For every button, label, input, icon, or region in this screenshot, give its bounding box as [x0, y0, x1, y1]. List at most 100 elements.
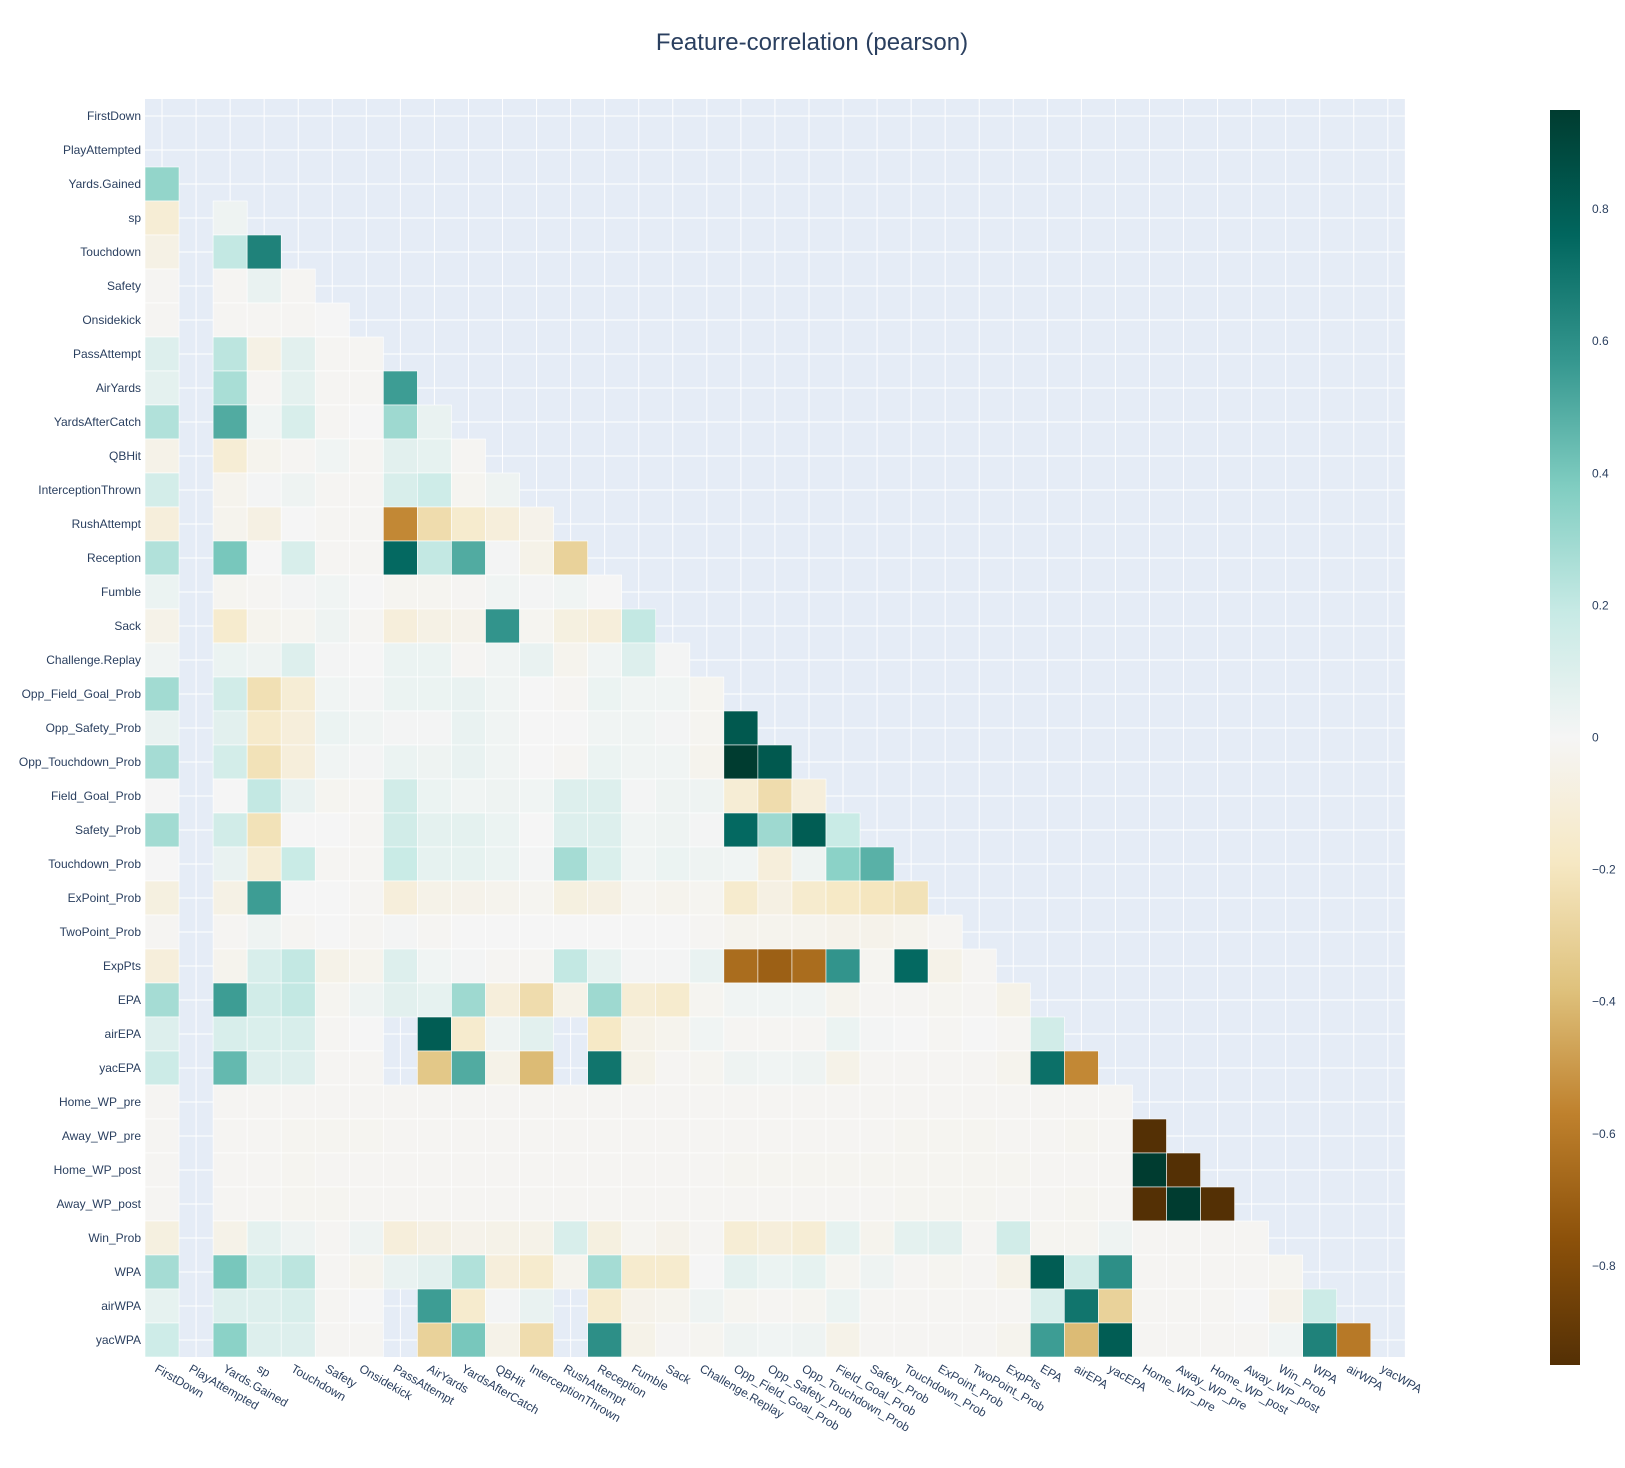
heatmap-cell — [314, 370, 350, 406]
heatmap-cell — [689, 744, 725, 780]
heatmap-cell — [144, 1186, 180, 1222]
heatmap-cell — [383, 982, 418, 1018]
x-tick-label: yacWPA — [1378, 1361, 1424, 1396]
heatmap-cell — [1064, 1118, 1099, 1154]
x-tick-label: sp — [255, 1361, 273, 1380]
heatmap-cell — [417, 1254, 452, 1290]
y-tick-label: Win_Prob — [88, 1231, 141, 1245]
heatmap-cell — [995, 1084, 1031, 1120]
heatmap-cell — [655, 778, 691, 814]
heatmap-cell — [723, 1322, 759, 1358]
heatmap-cell — [519, 744, 554, 780]
heatmap-cell — [383, 948, 418, 984]
heatmap-cell — [246, 710, 282, 746]
heatmap-cell — [995, 1050, 1031, 1086]
heatmap-cell — [280, 574, 316, 610]
heatmap-cell — [723, 948, 759, 984]
heatmap-cell — [417, 608, 452, 644]
heatmap-cell — [246, 472, 282, 508]
heatmap-cell — [621, 846, 657, 882]
heatmap-cell — [212, 608, 248, 644]
heatmap-cell — [519, 914, 554, 950]
heatmap-cell — [246, 948, 282, 984]
heatmap-cell — [689, 948, 725, 984]
heatmap-cell — [655, 1084, 691, 1120]
heatmap-cell — [1200, 1186, 1235, 1222]
y-tick-label: airEPA — [105, 1027, 141, 1041]
heatmap-cell — [1200, 1288, 1235, 1324]
heatmap-cell — [144, 778, 180, 814]
heatmap-cell — [1064, 1084, 1099, 1120]
heatmap-cell — [519, 1118, 554, 1154]
heatmap-cell — [1064, 1322, 1099, 1358]
heatmap-cell — [995, 1118, 1031, 1154]
heatmap-cell — [417, 1220, 452, 1256]
heatmap-cell — [621, 1118, 657, 1154]
heatmap-cell — [723, 880, 759, 916]
heatmap-cell — [757, 1322, 793, 1358]
heatmap-cell — [314, 1322, 350, 1358]
heatmap-cell — [280, 1050, 316, 1086]
heatmap-cell — [417, 1322, 452, 1358]
heatmap-cell — [587, 642, 623, 678]
heatmap-cell — [1098, 1220, 1133, 1256]
heatmap-cell — [519, 1050, 554, 1086]
heatmap-cell — [655, 1254, 691, 1290]
heatmap-cell — [212, 472, 248, 508]
heatmap-cell — [348, 846, 384, 882]
heatmap-cell — [689, 846, 725, 882]
heatmap-cell — [655, 1322, 691, 1358]
heatmap-cell — [246, 268, 282, 304]
heatmap-cell — [621, 1220, 657, 1256]
heatmap-cell — [655, 1152, 691, 1188]
heatmap-cell — [144, 200, 180, 236]
heatmap-cell — [893, 880, 929, 916]
heatmap-cell — [348, 574, 384, 610]
heatmap-cell — [280, 1288, 316, 1324]
heatmap-cell — [757, 1118, 793, 1154]
heatmap-cell — [1030, 1050, 1065, 1086]
heatmap-cell — [553, 540, 588, 576]
heatmap-cell — [485, 744, 520, 780]
heatmap-cell — [246, 234, 282, 270]
heatmap-cell — [723, 1084, 759, 1120]
heatmap-cell — [417, 914, 452, 950]
heatmap-cell — [519, 574, 554, 610]
y-tick-label: WPA — [115, 1265, 141, 1279]
heatmap-cell — [723, 914, 759, 950]
heatmap-cell — [893, 1220, 929, 1256]
heatmap-cell — [723, 1288, 759, 1324]
heatmap-cell — [893, 1152, 929, 1188]
heatmap-cell — [961, 1152, 997, 1188]
heatmap-cell — [246, 404, 282, 440]
heatmap-cell — [519, 1220, 554, 1256]
heatmap-cell — [246, 1118, 282, 1154]
heatmap-cell — [791, 1322, 827, 1358]
x-tick-label: yacEPA — [1106, 1361, 1149, 1394]
heatmap-cell — [1030, 1288, 1065, 1324]
heatmap-cell — [485, 1152, 520, 1188]
heatmap-cell — [587, 744, 623, 780]
heatmap-cell — [348, 506, 384, 542]
heatmap-cell — [348, 404, 384, 440]
heatmap-cell — [280, 710, 316, 746]
heatmap-cell — [757, 812, 793, 848]
heatmap-cell — [553, 914, 588, 950]
heatmap-cell — [212, 574, 248, 610]
heatmap-cell — [417, 1118, 452, 1154]
heatmap-cell — [212, 710, 248, 746]
heatmap-cell — [246, 1288, 282, 1324]
heatmap-cell — [246, 778, 282, 814]
heatmap-cell — [246, 370, 282, 406]
heatmap-cell — [553, 880, 588, 916]
heatmap-cell — [961, 948, 997, 984]
heatmap-cell — [280, 914, 316, 950]
heatmap-cell — [383, 1186, 418, 1222]
heatmap-cell — [383, 710, 418, 746]
heatmap-cell — [927, 1322, 963, 1358]
heatmap-cell — [1098, 1322, 1133, 1358]
heatmap-cell — [280, 948, 316, 984]
heatmap-cell — [825, 1050, 861, 1086]
heatmap-cell — [825, 1084, 861, 1120]
